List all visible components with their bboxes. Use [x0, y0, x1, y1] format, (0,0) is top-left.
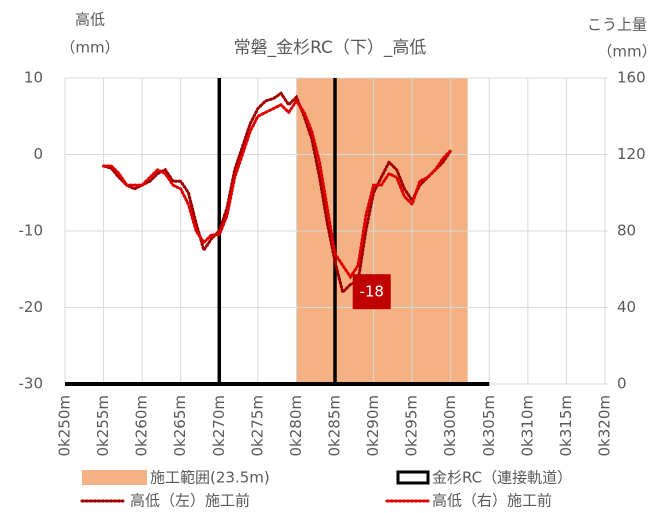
x-tick-label: 0k250m	[56, 395, 74, 456]
y2-tick-label: 160	[617, 69, 646, 87]
y-axis-label: 高低	[75, 11, 105, 29]
x-tick-label: 0k285m	[326, 395, 344, 456]
legend-swatch	[82, 470, 147, 485]
y-tick-label: -30	[19, 375, 44, 393]
y2-axis-label: こう上量	[587, 16, 647, 34]
data-label-box	[352, 274, 391, 310]
x-tick-label: 0k295m	[403, 395, 421, 456]
y2-axis-unit: （mm）	[597, 43, 656, 61]
x-tick-label: 0k310m	[518, 395, 536, 456]
x-tick-label: 0k280m	[287, 395, 305, 456]
x-tick-label: 0k305m	[480, 395, 498, 456]
legend-label: 金杉RC（連接軌道）	[432, 469, 572, 487]
x-tick-label: 0k320m	[596, 395, 614, 456]
y-tick-label: -10	[19, 222, 44, 240]
x-tick-label: 0k315m	[557, 395, 575, 456]
legend-swatch	[396, 470, 430, 485]
y2-tick-label: 120	[617, 145, 646, 163]
y2-tick-label: 0	[617, 375, 627, 393]
x-tick-label: 0k275m	[248, 395, 266, 456]
y2-tick-label: 80	[617, 222, 636, 240]
x-tick-label: 0k290m	[364, 395, 382, 456]
x-tick-label: 0k270m	[210, 395, 228, 456]
x-tick-label: 0k300m	[441, 395, 459, 456]
y2-tick-label: 40	[617, 298, 636, 316]
x-tick-label: 0k255m	[94, 395, 112, 456]
y-tick-label: 10	[24, 69, 43, 87]
series-line	[102, 98, 453, 280]
legend-label: 高低（左）施工前	[130, 492, 250, 510]
y-tick-label: -20	[19, 298, 44, 316]
x-tick-label: 0k260m	[133, 395, 151, 456]
data-label: -18	[359, 283, 384, 301]
chart-title: 常磐_金杉RC（下）_高低	[234, 38, 427, 58]
y-axis-unit: （mm）	[60, 39, 119, 57]
legend-label: 施工範囲(23.5m)	[150, 469, 270, 487]
y-tick-label: 0	[33, 145, 43, 163]
legend-label: 高低（右）施工前	[432, 492, 552, 510]
x-tick-label: 0k265m	[171, 395, 189, 456]
